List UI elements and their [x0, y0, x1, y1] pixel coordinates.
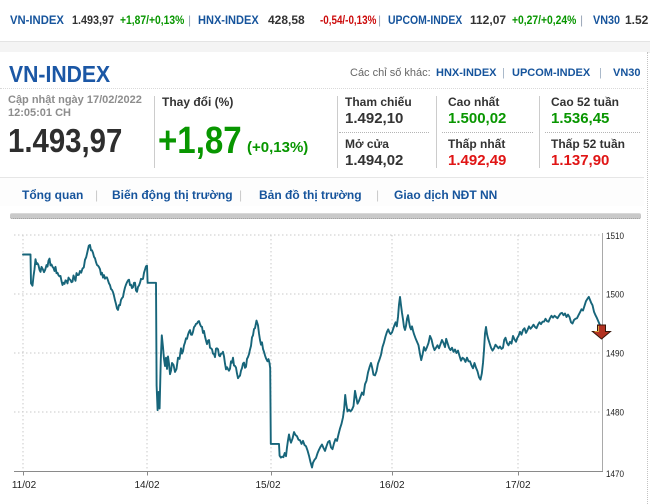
svg-text:17/02: 17/02: [505, 480, 530, 491]
svg-text:1500: 1500: [606, 290, 624, 301]
svg-text:1490: 1490: [606, 349, 624, 360]
svg-text:11/02: 11/02: [12, 480, 37, 491]
svg-text:15/02: 15/02: [255, 480, 280, 491]
svg-text:14/02: 14/02: [134, 480, 159, 491]
svg-text:16/02: 16/02: [379, 480, 404, 491]
svg-text:1510: 1510: [606, 231, 624, 242]
svg-text:1470: 1470: [606, 469, 624, 480]
svg-text:1480: 1480: [606, 408, 624, 419]
